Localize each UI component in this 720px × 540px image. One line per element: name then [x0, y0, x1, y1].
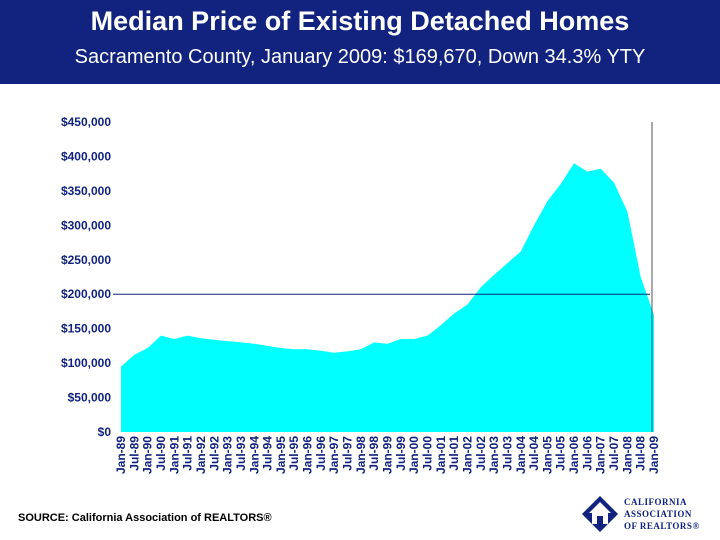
- x-tick-label: Jul-06: [580, 436, 594, 471]
- y-tick-label: $100,000: [61, 356, 111, 370]
- x-tick-label: Jan-02: [460, 436, 474, 474]
- x-tick-label: Jul-94: [261, 436, 275, 471]
- x-tick-label: Jan-99: [381, 436, 395, 474]
- x-tick-label: Jul-07: [607, 436, 621, 471]
- x-tick-label: Jul-02: [474, 436, 488, 471]
- car-logo: CALIFORNIA ASSOCIATION OF REALTORS®: [580, 494, 716, 536]
- x-tick-label: Jan-90: [141, 436, 155, 474]
- x-tick-label: Jul-05: [554, 436, 568, 471]
- x-tick-label: Jan-04: [514, 436, 528, 474]
- x-tick-label: Jul-04: [527, 436, 541, 471]
- logo-line-1: CALIFORNIA: [624, 497, 688, 507]
- y-tick-label: $300,000: [61, 218, 111, 232]
- x-tick-label: Jan-89: [114, 436, 128, 474]
- x-tick-label: Jul-91: [181, 436, 195, 471]
- x-tick-label: Jan-97: [327, 436, 341, 474]
- x-tick-label: Jan-98: [354, 436, 368, 474]
- reference-layer: [113, 122, 653, 432]
- y-axis: $0 $50,000 $100,000 $150,000 $200,000 $250,00…: [61, 115, 111, 439]
- x-tick-label: Jan-00: [407, 436, 421, 474]
- logo-text: CALIFORNIA ASSOCIATION OF REALTORS®: [624, 496, 700, 532]
- price-chart: $0 $50,000 $100,000 $150,000 $200,000 $250,00…: [61, 115, 661, 474]
- price-area: [121, 163, 654, 433]
- x-tick-label: Jan-95: [274, 436, 288, 474]
- y-tick-label: $0: [98, 425, 112, 439]
- x-tick-label: Jan-93: [221, 436, 235, 474]
- x-tick-label: Jul-92: [207, 436, 221, 471]
- x-axis: Jan-89 Jul-89 Jan-90 Jul-90 Jan-91 Jul-91 Jan-…: [114, 436, 661, 474]
- area-layer: [121, 163, 654, 433]
- x-tick-label: Jul-00: [420, 436, 434, 471]
- x-tick-label: Jul-08: [634, 436, 648, 471]
- y-tick-label: $450,000: [61, 115, 111, 129]
- y-tick-label: $200,000: [61, 287, 111, 301]
- logo-line-2: ASSOCIATION: [624, 509, 692, 519]
- source-note: SOURCE: California Association of REALTO…: [18, 512, 272, 524]
- x-tick-label: Jan-92: [194, 436, 208, 474]
- y-tick-label: $250,000: [61, 253, 111, 267]
- logo-line-3: OF REALTORS®: [624, 521, 700, 531]
- house-logo-icon: [582, 496, 618, 532]
- x-tick-label: Jul-95: [287, 436, 301, 471]
- header-banner: Median Price of Existing Detached Homes …: [0, 0, 720, 84]
- x-tick-label: Jul-03: [500, 436, 514, 471]
- x-tick-label: Jan-01: [434, 436, 448, 474]
- x-tick-label: Jan-03: [487, 436, 501, 474]
- y-tick-label: $350,000: [61, 184, 111, 198]
- x-tick-label: Jan-94: [247, 436, 261, 474]
- x-tick-label: Jan-08: [620, 436, 634, 474]
- chart-subtitle: Sacramento County, January 2009: $169,67…: [74, 46, 646, 68]
- y-tick-label: $150,000: [61, 322, 111, 336]
- x-tick-label: Jan-06: [567, 436, 581, 474]
- x-tick-label: Jul-90: [154, 436, 168, 471]
- x-tick-label: Jan-91: [167, 436, 181, 474]
- x-tick-label: Jul-97: [341, 436, 355, 471]
- x-tick-label: Jul-93: [234, 436, 248, 471]
- chart-title: Median Price of Existing Detached Homes: [90, 6, 630, 36]
- x-tick-label: Jul-98: [367, 436, 381, 471]
- x-tick-label: Jul-99: [394, 436, 408, 471]
- x-tick-label: Jul-96: [314, 436, 328, 471]
- x-tick-label: Jul-89: [127, 436, 141, 471]
- x-tick-label: Jan-96: [301, 436, 315, 474]
- x-tick-label: Jan-09: [647, 436, 661, 474]
- y-tick-label: $400,000: [61, 149, 111, 163]
- x-tick-label: Jan-05: [540, 436, 554, 474]
- x-tick-label: Jan-07: [594, 436, 608, 474]
- x-tick-label: Jul-01: [447, 436, 461, 471]
- y-tick-label: $50,000: [68, 391, 112, 405]
